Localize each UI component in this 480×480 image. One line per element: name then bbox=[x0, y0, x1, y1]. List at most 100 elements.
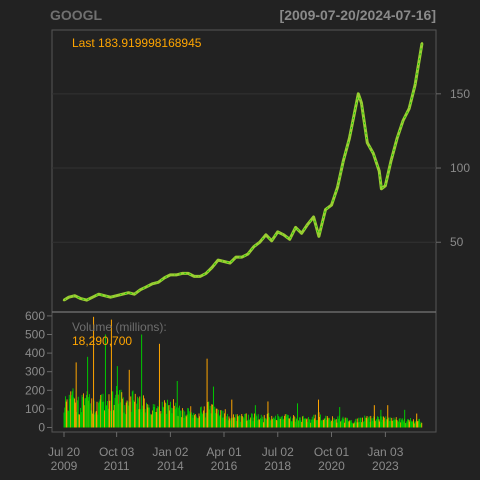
volume-tick-label: 400 bbox=[25, 346, 45, 360]
price-point bbox=[389, 159, 393, 162]
date-range: [2009-07-20/2024-07-16] bbox=[280, 7, 436, 23]
price-point bbox=[276, 230, 279, 234]
price-point bbox=[288, 238, 291, 241]
price-point bbox=[210, 266, 214, 269]
price-point bbox=[312, 215, 315, 219]
price-point bbox=[121, 292, 124, 296]
time-tick-year: 2011 bbox=[104, 459, 130, 473]
price-point bbox=[115, 294, 118, 297]
volume-tick-label: 0 bbox=[38, 421, 45, 435]
price-point bbox=[264, 233, 268, 237]
price-point bbox=[282, 233, 285, 237]
time-tick-label: Jul 02 bbox=[262, 445, 294, 459]
volume-tick-label: 100 bbox=[25, 402, 45, 416]
price-point bbox=[204, 272, 208, 275]
price-point bbox=[192, 275, 196, 278]
price-point bbox=[294, 226, 297, 229]
price-point bbox=[85, 298, 88, 302]
volume-axis: 0 100 200 300 400 500 600 bbox=[25, 309, 52, 435]
price-point bbox=[317, 235, 321, 238]
price-point bbox=[348, 137, 351, 140]
time-tick-year: 2023 bbox=[372, 459, 399, 473]
time-tick-label: Oct 03 bbox=[99, 445, 135, 459]
price-point bbox=[133, 292, 136, 296]
price-point bbox=[73, 294, 76, 297]
volume-tick-label: 300 bbox=[25, 365, 45, 379]
price-point bbox=[357, 92, 360, 96]
price-point bbox=[270, 239, 273, 242]
price-point bbox=[180, 272, 184, 275]
price-point bbox=[163, 276, 166, 280]
price-line-highlight bbox=[63, 43, 423, 301]
time-tick-label: Oct 01 bbox=[314, 445, 350, 459]
price-point bbox=[109, 295, 112, 299]
price-point bbox=[342, 159, 345, 162]
volume-tick-label: 600 bbox=[25, 309, 45, 323]
price-point bbox=[246, 252, 250, 256]
price-point bbox=[169, 273, 172, 277]
price-point bbox=[395, 137, 399, 140]
volume-tick-label: 200 bbox=[25, 383, 45, 397]
price-point bbox=[186, 272, 190, 275]
time-tick-label: Jan 02 bbox=[152, 445, 188, 459]
price-point bbox=[157, 281, 160, 284]
price-point bbox=[413, 83, 417, 87]
price-point bbox=[336, 186, 339, 189]
price-point bbox=[252, 245, 256, 248]
time-tick-year: 2014 bbox=[157, 459, 184, 473]
price-point bbox=[407, 107, 411, 110]
price-point bbox=[91, 295, 94, 299]
volume-bars bbox=[63, 316, 423, 428]
price-point bbox=[240, 255, 244, 259]
price-point bbox=[67, 295, 70, 299]
price-point bbox=[222, 260, 226, 263]
price-point bbox=[306, 223, 309, 226]
last-price-label: Last 183.919998168945 bbox=[72, 36, 202, 50]
price-point bbox=[79, 297, 82, 300]
price-point bbox=[324, 208, 327, 211]
price-tick-label: 100 bbox=[450, 161, 470, 175]
price-point bbox=[151, 282, 154, 285]
price-point bbox=[360, 101, 363, 104]
price-point bbox=[62, 298, 66, 302]
price-panel: 50 100 150 Last 183.919998168945 bbox=[51, 29, 470, 313]
price-point bbox=[127, 291, 130, 294]
price-point bbox=[234, 255, 238, 259]
price-point bbox=[198, 275, 202, 278]
volume-panel: 0 100 200 300 400 500 600 Volume (millions): 1… bbox=[25, 309, 437, 435]
price-point bbox=[228, 261, 232, 265]
volume-value: 18,290,700 bbox=[72, 334, 132, 348]
price-grid bbox=[52, 93, 436, 243]
time-tick-year: 2009 bbox=[51, 459, 78, 473]
price-point bbox=[378, 169, 381, 173]
time-tick-label: Jul 20 bbox=[48, 445, 80, 459]
chart-title: GOOGL bbox=[50, 7, 103, 23]
price-point bbox=[366, 141, 369, 144]
price-point bbox=[330, 203, 333, 207]
price-series bbox=[62, 42, 424, 302]
price-point bbox=[258, 241, 262, 244]
price-axis: 50 100 150 bbox=[436, 87, 470, 249]
price-point bbox=[380, 187, 383, 191]
price-point bbox=[145, 285, 148, 288]
time-tick-year: 2020 bbox=[318, 459, 345, 473]
price-point bbox=[175, 273, 178, 277]
price-point bbox=[372, 151, 375, 155]
time-tick-year: 2016 bbox=[211, 459, 238, 473]
time-tick-label: Jan 03 bbox=[367, 445, 403, 459]
price-point bbox=[401, 119, 405, 122]
volume-tick-label: 500 bbox=[25, 328, 45, 342]
price-tick-label: 50 bbox=[450, 235, 464, 249]
price-tick-label: 150 bbox=[450, 87, 470, 101]
price-point bbox=[300, 232, 303, 235]
price-point bbox=[420, 42, 424, 45]
price-point bbox=[384, 184, 387, 188]
time-tick-label: Apr 01 bbox=[206, 445, 242, 459]
volume-label: Volume (millions): bbox=[72, 320, 167, 334]
price-point bbox=[216, 258, 220, 262]
price-line bbox=[63, 43, 424, 302]
price-point bbox=[139, 288, 142, 291]
time-tick-year: 2018 bbox=[264, 459, 291, 473]
